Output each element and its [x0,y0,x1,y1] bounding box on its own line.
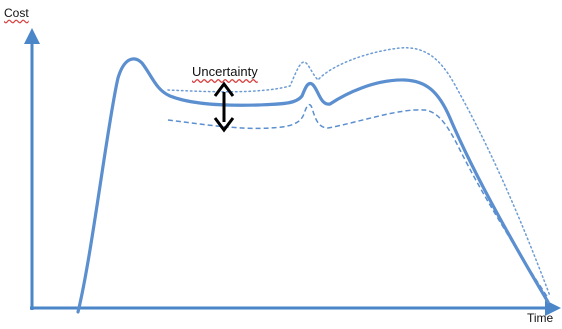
main-cost-curve [76,57,550,314]
x-axis-arrowhead [545,300,561,316]
uncertainty-arrowhead-top [213,81,235,97]
uncertainty-label: Uncertainty [192,64,258,79]
upper-bound-curve [167,47,551,297]
uncertainty-arrowhead-bottom [213,117,235,133]
x-axis-label: Time [527,311,554,325]
y-axis-arrowhead [24,28,40,44]
lower-bound-curve [167,103,549,299]
y-axis-label: Cost [4,6,29,20]
